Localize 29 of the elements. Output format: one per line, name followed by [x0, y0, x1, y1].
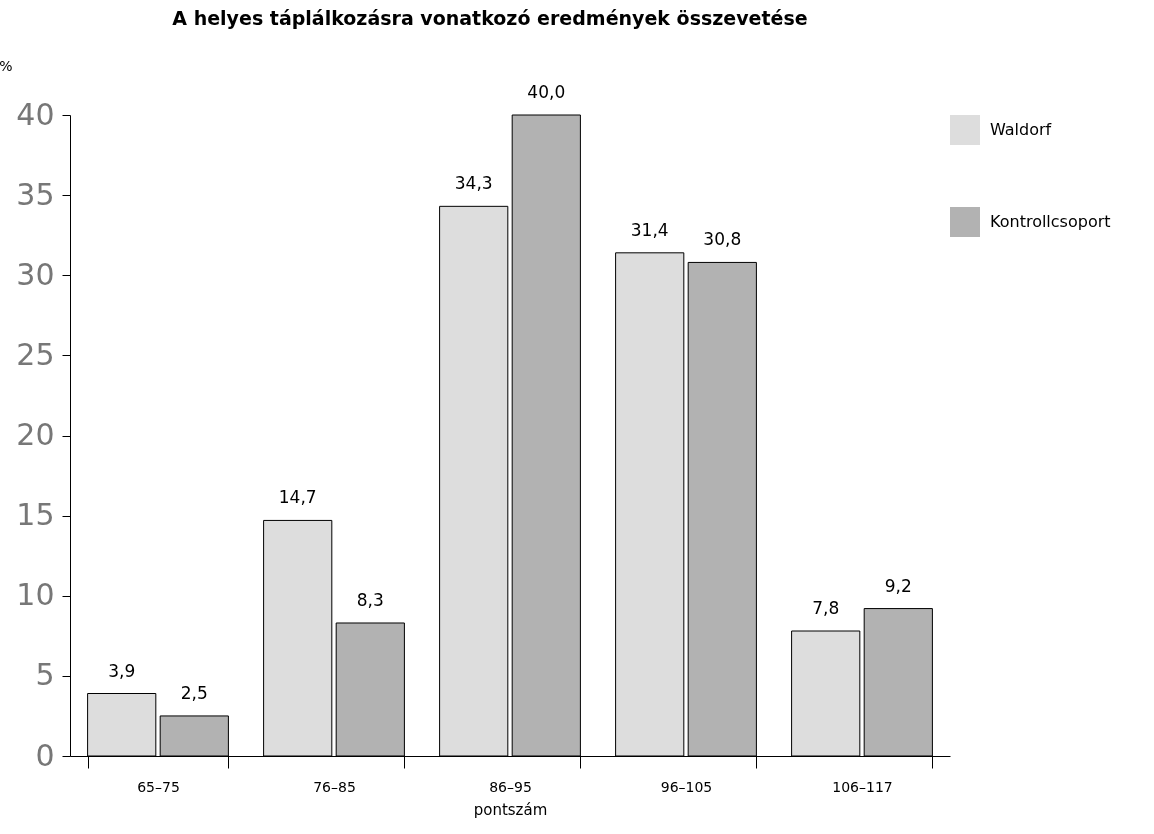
chart-title: A helyes táplálkozásra vonatkozó eredmények összevetése [172, 7, 808, 29]
x-tick-label: 86–95 [489, 778, 532, 795]
y-tick-label: 35 [16, 176, 55, 212]
data-label: 7,8 [812, 598, 840, 619]
y-tick-label: 40 [16, 96, 55, 132]
y-tick-label: 30 [16, 256, 55, 292]
x-axis-title: pontszám [473, 800, 548, 819]
y-tick-label: 0 [35, 737, 55, 773]
data-label: 9,2 [884, 575, 912, 596]
data-label: 31,4 [630, 219, 669, 240]
data-label: 2,5 [180, 682, 208, 703]
y-tick-label: 20 [16, 417, 55, 452]
x-tick-label: 65–75 [137, 778, 180, 795]
data-label: 14,7 [278, 487, 317, 508]
y-tick-label: 5 [35, 657, 55, 693]
data-label: 3,9 [108, 660, 136, 681]
data-label: 8,3 [356, 589, 384, 610]
x-tick-label: 76–85 [313, 778, 356, 795]
y-tick-label: 25 [16, 336, 55, 372]
y-tick-label: 10 [16, 577, 55, 613]
x-tick-label: 96–105 [660, 778, 713, 795]
legend-label: Waldorf [990, 120, 1052, 139]
x-tick-label: 106–117 [832, 778, 893, 795]
y-axis-title: % [0, 57, 13, 74]
data-label: 34,3 [454, 173, 493, 194]
data-label: 40,0 [527, 82, 566, 102]
data-label: 30,8 [703, 229, 742, 250]
y-tick-label: 15 [16, 497, 55, 533]
legend-label: Kontrollcsoport [990, 212, 1111, 231]
